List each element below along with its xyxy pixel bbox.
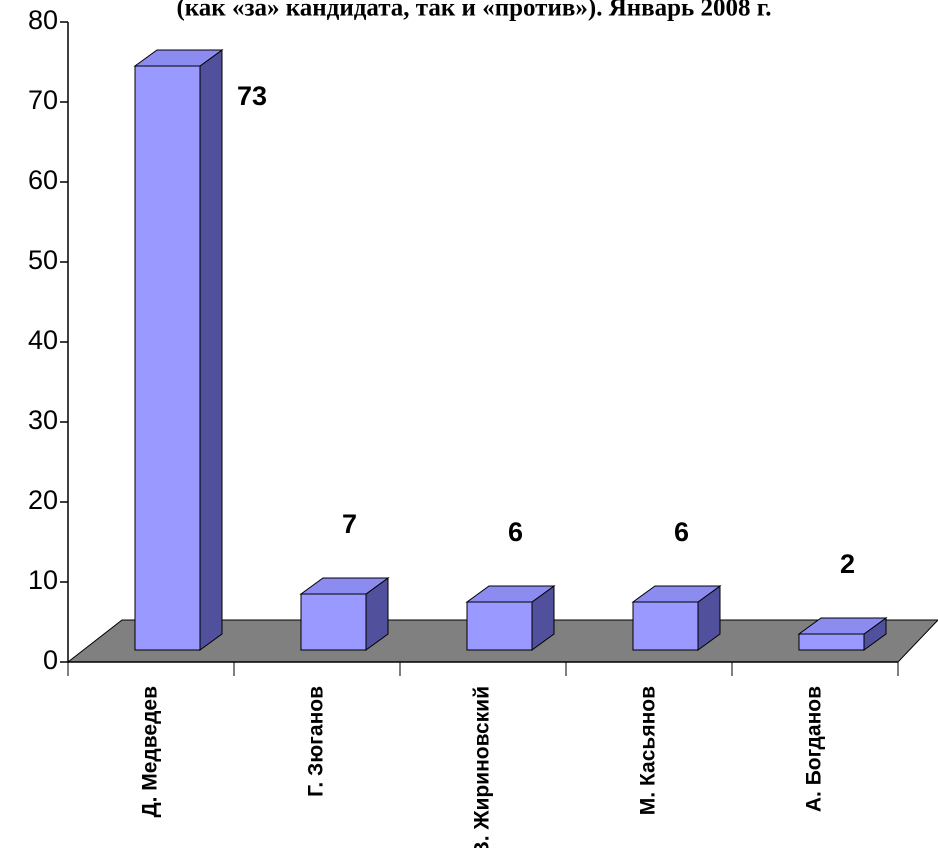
y-tick-label: 70 [28,85,58,115]
y-tick-label: 80 [28,5,58,35]
y-tick-label: 0 [43,645,58,675]
bar [466,601,533,651]
bar [300,593,367,651]
y-tick-label: 50 [28,245,58,275]
y-tick-label: 20 [28,485,58,515]
y-tick-label: 60 [28,165,58,195]
value-label: 2 [840,549,855,579]
y-tick-label: 40 [28,325,58,355]
x-tick-label: Г. Зюганов [305,686,328,797]
bar [632,601,699,651]
value-label: 6 [674,517,689,547]
chart-title: (как «за» кандидата, так и «против»). Ян… [176,0,771,22]
value-label: 6 [508,517,523,547]
bar [134,65,201,651]
x-tick-label: М. Касьянов [637,686,660,815]
bar [798,633,865,651]
x-tick-label: А. Богданов [803,686,826,812]
value-label: 73 [237,81,267,111]
x-tick-label: В. Жириновский [471,686,494,848]
bar-side [199,49,223,651]
value-label: 7 [342,509,357,539]
y-tick-label: 30 [28,405,58,435]
y-tick-label: 10 [28,565,58,595]
x-tick-label: Д. Медведев [139,686,162,817]
